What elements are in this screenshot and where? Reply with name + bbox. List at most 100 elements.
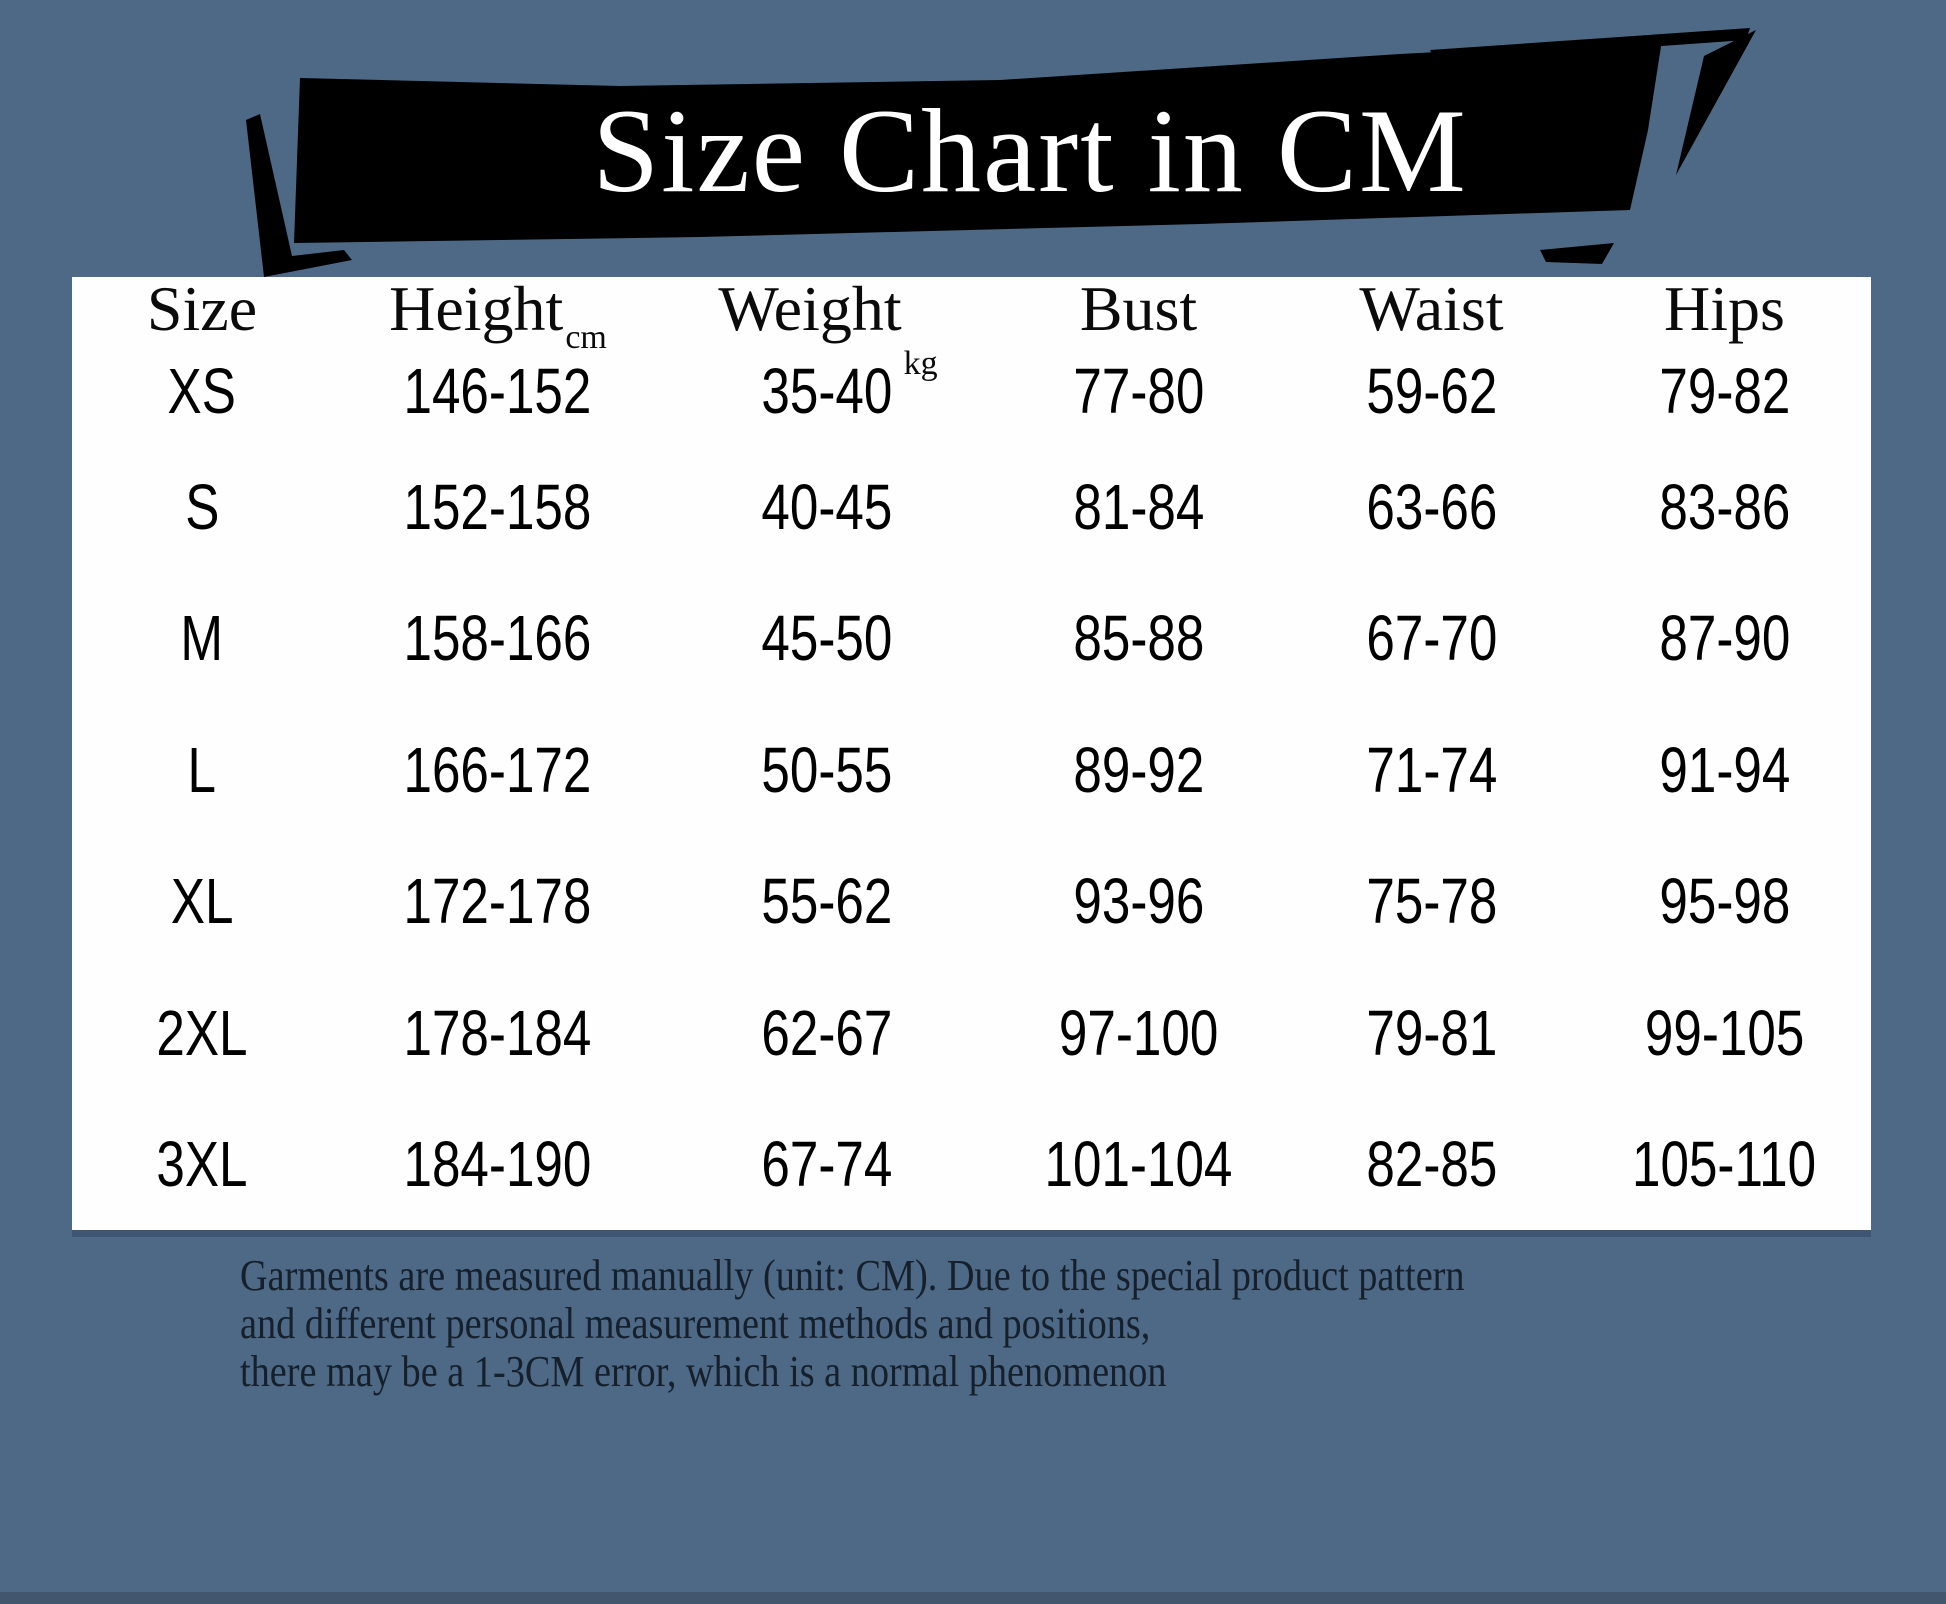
bottom-border — [0, 1592, 1946, 1604]
table-cell-hips: 91-94 — [1578, 704, 1871, 836]
cell-value: 105-110 — [1632, 1128, 1817, 1201]
table-cell-height: 146-152 — [332, 341, 662, 441]
table-cell-height: 172-178 — [332, 836, 662, 968]
banner-ribbon — [246, 28, 1756, 277]
table-cell-bust: 85-88 — [992, 573, 1285, 705]
table-cell-waist: 71-74 — [1285, 704, 1578, 836]
cell-value: 95-98 — [1659, 865, 1790, 938]
cell-value: 50-55 — [761, 733, 893, 806]
cell-value: 75-78 — [1366, 865, 1497, 938]
table-cell-size: 2XL — [72, 967, 332, 1099]
page-title: Size Chart in CM — [592, 84, 1468, 217]
table-cell-weight: 50-55 — [662, 704, 992, 836]
table-cell-bust: 89-92 — [992, 704, 1285, 836]
cell-value: 67-70 — [1366, 602, 1497, 675]
cell-value: 3XL — [156, 1128, 248, 1201]
cell-value: 82-85 — [1366, 1128, 1497, 1201]
table-cell-hips: 105-110 — [1578, 1099, 1871, 1231]
note-line-3: there may be a 1-3CM error, which is a n… — [240, 1347, 1167, 1396]
column-label: Weight — [718, 273, 902, 344]
cell-value: 71-74 — [1366, 733, 1497, 806]
cell-value: 40-45 — [761, 470, 893, 543]
cell-value: 62-67 — [761, 996, 893, 1069]
cell-value: 97-100 — [1058, 996, 1219, 1069]
cell-value: 67-74 — [761, 1128, 893, 1201]
column-label: Height — [389, 273, 564, 344]
cell-value: 158-166 — [403, 602, 591, 675]
table-cell-bust: 97-100 — [992, 967, 1285, 1099]
cell-value: 99-105 — [1644, 996, 1805, 1069]
cell-value: 91-94 — [1659, 733, 1790, 806]
size-table-panel: Size Height cm Weight kg Bust Waist Hips X… — [72, 277, 1871, 1230]
column-unit: kg — [903, 345, 938, 382]
table-cell-size: M — [72, 573, 332, 705]
table-cell-bust: 93-96 — [992, 836, 1285, 968]
cell-value: 79-82 — [1659, 355, 1790, 427]
cell-value: 152-158 — [403, 470, 591, 543]
column-header-bust: Bust — [992, 277, 1285, 341]
cell-value: 59-62 — [1366, 355, 1497, 427]
table-cell-height: 166-172 — [332, 704, 662, 836]
table-cell-waist: 75-78 — [1285, 836, 1578, 968]
cell-value: 2XL — [156, 996, 248, 1069]
table-cell-size: S — [72, 441, 332, 573]
table-cell-bust: 77-80 — [992, 341, 1285, 441]
cell-value: 85-88 — [1073, 602, 1204, 675]
table-cell-waist: 67-70 — [1285, 573, 1578, 705]
cell-value: M — [180, 602, 224, 675]
table-cell-weight: 45-50 — [662, 573, 992, 705]
table-cell-size: L — [72, 704, 332, 836]
table-cell-height: 178-184 — [332, 967, 662, 1099]
table-cell-weight: 62-67 — [662, 967, 992, 1099]
table-cell-waist: 82-85 — [1285, 1099, 1578, 1231]
table-cell-hips: 87-90 — [1578, 573, 1871, 705]
table-cell-bust: 81-84 — [992, 441, 1285, 573]
measurement-note: Garments are measured manually (unit: CM… — [240, 1252, 1840, 1396]
column-header-weight: Weight kg — [662, 273, 992, 381]
table-cell-weight: 35-40 — [662, 341, 992, 441]
table-cell-height: 184-190 — [332, 1099, 662, 1231]
note-line-2: and different personal measurement metho… — [240, 1299, 1151, 1348]
table-cell-height: 158-166 — [332, 573, 662, 705]
column-header-size: Size — [72, 277, 332, 341]
cell-value: 77-80 — [1073, 355, 1204, 427]
banner-left-flick — [246, 114, 352, 277]
table-cell-hips: 79-82 — [1578, 341, 1871, 441]
cell-value: 89-92 — [1073, 733, 1204, 806]
table-cell-hips: 83-86 — [1578, 441, 1871, 573]
cell-value: 172-178 — [403, 865, 591, 938]
column-label: Bust — [1079, 273, 1198, 344]
column-unit: cm — [565, 319, 607, 356]
cell-value: L — [187, 733, 217, 806]
cell-value: 79-81 — [1366, 996, 1497, 1069]
column-label: Waist — [1359, 273, 1504, 344]
cell-value: 45-50 — [761, 602, 893, 675]
cell-value: 101-104 — [1044, 1128, 1233, 1201]
cell-value: 166-172 — [403, 733, 591, 806]
table-cell-weight: 55-62 — [662, 836, 992, 968]
table-cell-size: XS — [72, 341, 332, 441]
cell-value: 63-66 — [1366, 470, 1497, 543]
cell-value: 83-86 — [1659, 470, 1790, 543]
table-cell-weight: 67-74 — [662, 1099, 992, 1231]
cell-value: XL — [170, 865, 234, 938]
cell-value: 55-62 — [761, 865, 893, 938]
cell-value: 178-184 — [403, 996, 591, 1069]
note-line-1: Garments are measured manually (unit: CM… — [240, 1251, 1465, 1300]
table-cell-hips: 99-105 — [1578, 967, 1871, 1099]
table-cell-height: 152-158 — [332, 441, 662, 573]
table-cell-size: 3XL — [72, 1099, 332, 1231]
cell-value: 35-40 — [761, 355, 893, 427]
table-cell-waist: 59-62 — [1285, 341, 1578, 441]
table-cell-bust: 101-104 — [992, 1099, 1285, 1231]
cell-value: 81-84 — [1073, 470, 1204, 543]
cell-value: 184-190 — [403, 1128, 591, 1201]
table-cell-waist: 63-66 — [1285, 441, 1578, 573]
table-cell-waist: 79-81 — [1285, 967, 1578, 1099]
banner-right-swoosh — [1676, 30, 1756, 175]
cell-value: S — [184, 470, 220, 543]
column-label: Hips — [1664, 273, 1785, 344]
table-cell-weight: 40-45 — [662, 441, 992, 573]
banner-bottom-right-stroke — [1540, 243, 1614, 264]
